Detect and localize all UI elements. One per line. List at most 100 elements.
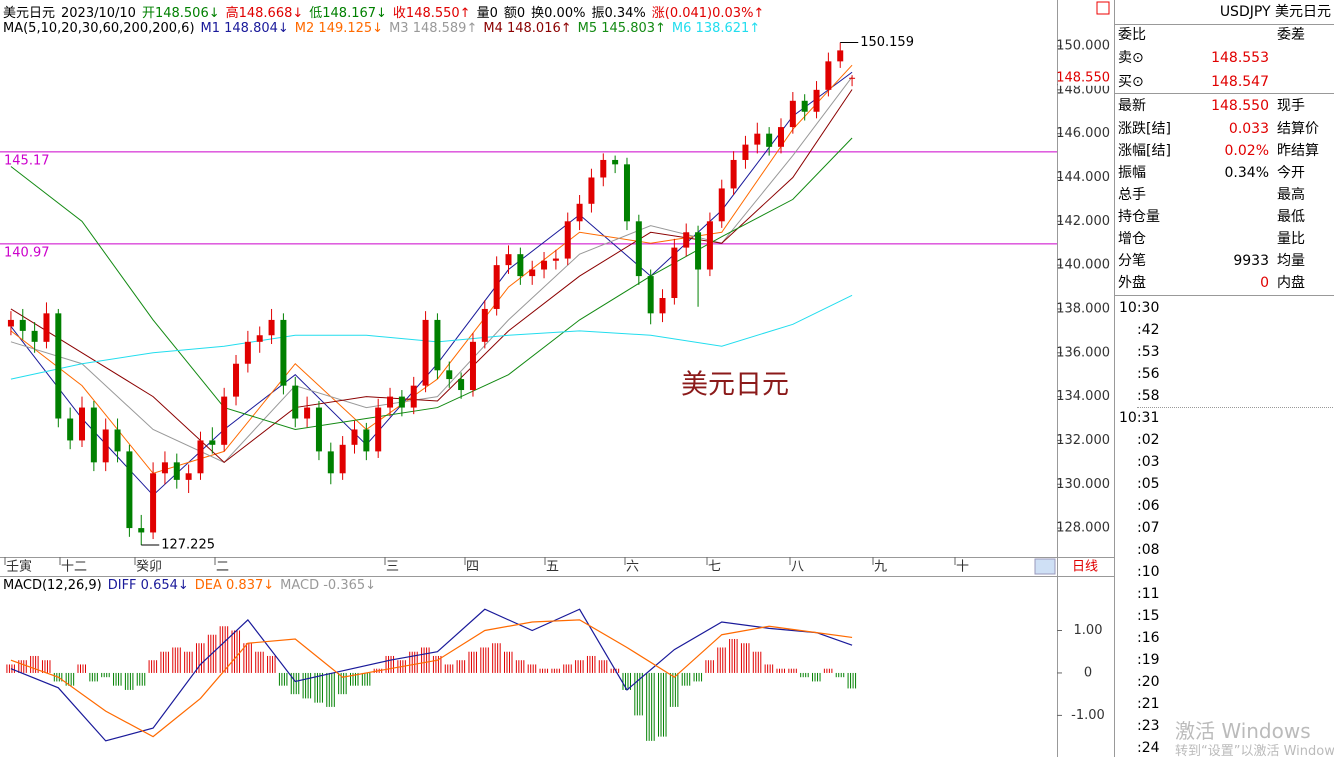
macd-value: DEA 0.837↓ (194, 578, 275, 593)
header-item: 换0.00% (531, 6, 586, 21)
candle-body (730, 159, 737, 189)
candle-body (801, 100, 808, 112)
quote-value: 0.033 (1228, 121, 1269, 137)
ma-line (10, 89, 853, 463)
candle-body (292, 385, 299, 419)
level-label: 145.17 (4, 153, 50, 168)
candle-body (79, 407, 86, 441)
toggle-box[interactable] (1096, 1, 1110, 15)
symbol-watermark: 美元日元 (681, 370, 789, 401)
candle-body (256, 335, 263, 342)
tick-time: :19 (1137, 652, 1160, 668)
candle-body (221, 396, 228, 445)
header-item: 收148.550↑ (392, 6, 471, 21)
candle-body (789, 100, 796, 128)
quote-label: 最低 (1277, 209, 1305, 225)
candle-body (19, 319, 26, 331)
quote-label: 涨跌[结] (1118, 121, 1171, 137)
x-tick-label: 二 (216, 560, 229, 575)
scroll-handle[interactable] (1034, 558, 1056, 575)
candle-body (659, 298, 666, 314)
tick-time: 10:31 (1119, 410, 1160, 426)
header-item: 涨(0.041)0.03%↑ (651, 6, 765, 21)
y-tick-label: 140.000 (1056, 258, 1110, 273)
quote-label: 昨结算 (1277, 143, 1319, 159)
candle-body (363, 429, 370, 452)
candle-body (327, 451, 334, 474)
candle-body (623, 164, 630, 222)
quote-value: 148.547 (1211, 74, 1269, 90)
quote-row: 涨跌[结] 0.033 结算价 (1115, 118, 1334, 140)
macd-line (10, 619, 853, 738)
y-tick-label: 142.000 (1056, 214, 1110, 229)
macd-value: DIFF 0.654↓ (107, 578, 189, 593)
quote-label: 委比 (1118, 27, 1146, 43)
quote-label: 均量 (1277, 253, 1305, 269)
quote-row: 振幅 0.34% 今开 (1115, 162, 1334, 184)
header-item: 2023/10/10 (61, 6, 136, 21)
last-price-label: 148.550 (1056, 70, 1110, 85)
chart-bg (0, 0, 1114, 757)
candle-body (754, 133, 761, 145)
quote-label: 最新 (1118, 98, 1146, 114)
y-tick-label: 146.000 (1056, 126, 1110, 141)
quote-value: 148.550 (1211, 98, 1269, 114)
macd-title: MACD(12,26,9) (3, 578, 102, 593)
candle-body (114, 429, 121, 452)
y-tick-label: 134.000 (1056, 389, 1110, 404)
chart: 日线 美元日元 150.000 148.000 146.000 144.000 142.… (0, 0, 1114, 757)
tick-time: :16 (1137, 630, 1160, 646)
candle-body (233, 363, 240, 397)
x-tick-label: 四 (466, 560, 479, 575)
candle-body (777, 127, 784, 147)
quote-value: 9933 (1233, 253, 1269, 269)
candle-body (410, 385, 417, 408)
x-tick-label: 十二 (61, 560, 87, 575)
tick-time: :20 (1137, 674, 1160, 690)
quote-label: 最高 (1277, 187, 1305, 203)
y-tick-label: -1.00 (1071, 708, 1105, 723)
x-tick-label: 八 (791, 560, 804, 575)
quote-label: 现手 (1277, 98, 1305, 114)
candle-body (458, 379, 465, 391)
ma-value: M3 148.589↑ (389, 21, 478, 36)
header-item: 低148.167↓ (309, 6, 387, 21)
period-label[interactable]: 日线 (1072, 560, 1098, 575)
quote-value: 0.02% (1224, 143, 1269, 159)
header-item: 开148.506↓ (141, 6, 220, 21)
ma-line (10, 137, 853, 430)
x-tick-label: 癸卯 (136, 560, 162, 575)
candle-body (67, 418, 74, 441)
candle-body (315, 407, 322, 452)
candle-body (529, 269, 536, 277)
candle-body (718, 188, 725, 222)
last-price-box (1058, 69, 1113, 86)
candle-body (695, 232, 702, 270)
level-label: 140.97 (4, 245, 50, 260)
candle-body (552, 258, 559, 261)
tick-time: :15 (1137, 608, 1160, 624)
candle-body (446, 370, 453, 380)
candle-body (635, 221, 642, 277)
header-item: 振0.34% (591, 6, 646, 21)
quote-label: 内盘 (1277, 275, 1305, 291)
candle-body (434, 319, 441, 371)
candle-body (126, 451, 133, 529)
macd-line (10, 608, 853, 742)
y-tick-label: 130.000 (1056, 477, 1110, 492)
quote-label: 增仓 (1118, 231, 1146, 247)
quote-value: 0 (1260, 275, 1269, 291)
quote-row: 涨幅[结] 0.02% 昨结算 (1115, 140, 1334, 162)
candle-body (138, 528, 145, 533)
header-item: 高148.668↓ (225, 6, 304, 21)
candle-body (43, 313, 50, 342)
quote-label: 委差 (1277, 27, 1305, 43)
candle-body (150, 473, 157, 533)
macd-value: MACD -0.365↓ (280, 578, 377, 593)
candle-body (600, 159, 607, 178)
ma-value: M1 148.804↓ (200, 21, 289, 36)
quote-value: 148.553 (1211, 50, 1269, 66)
candle-body (576, 203, 583, 222)
x-tick-label: 七 (708, 560, 721, 575)
